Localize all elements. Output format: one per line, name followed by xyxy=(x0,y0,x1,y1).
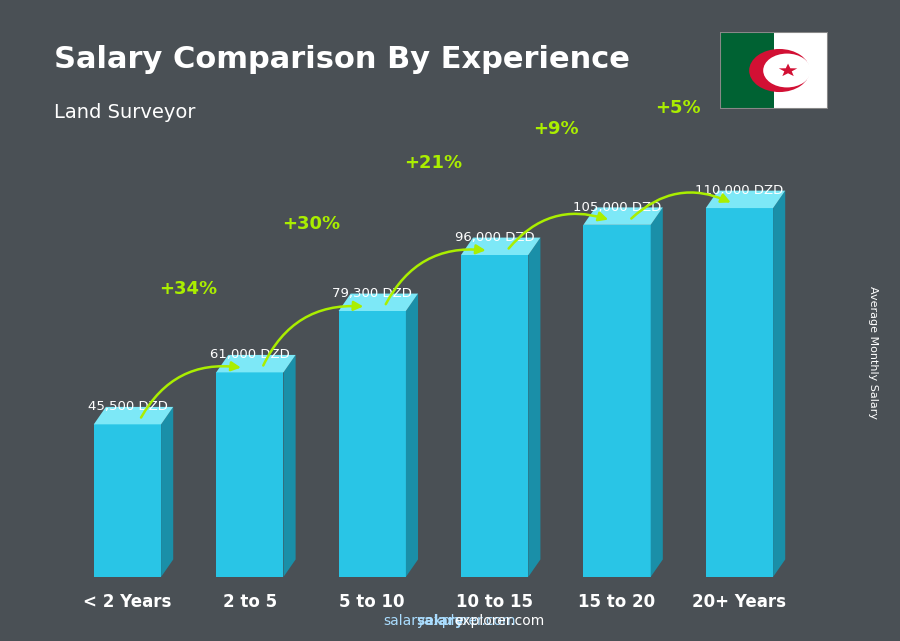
Text: +5%: +5% xyxy=(655,99,701,117)
Polygon shape xyxy=(706,190,785,208)
Text: +30%: +30% xyxy=(282,215,340,233)
Text: +21%: +21% xyxy=(404,154,463,172)
Polygon shape xyxy=(461,255,528,577)
Text: Salary Comparison By Experience: Salary Comparison By Experience xyxy=(54,45,630,74)
Polygon shape xyxy=(651,208,662,577)
Text: Average Monthly Salary: Average Monthly Salary xyxy=(868,286,878,419)
Polygon shape xyxy=(583,225,651,577)
Polygon shape xyxy=(461,238,540,255)
Text: Land Surveyor: Land Surveyor xyxy=(54,103,195,122)
Text: explorer.com: explorer.com xyxy=(454,614,544,628)
Text: salaryexplorer.com: salaryexplorer.com xyxy=(383,614,517,628)
Text: +9%: +9% xyxy=(533,120,579,138)
Text: 45,500 DZD: 45,500 DZD xyxy=(87,401,167,413)
Circle shape xyxy=(763,54,811,87)
Text: +34%: +34% xyxy=(159,280,218,298)
Text: 110,000 DZD: 110,000 DZD xyxy=(696,184,784,197)
Text: 61,000 DZD: 61,000 DZD xyxy=(210,349,290,362)
Text: salary: salary xyxy=(416,614,464,628)
Polygon shape xyxy=(706,208,773,577)
Polygon shape xyxy=(528,238,540,577)
Circle shape xyxy=(749,49,810,92)
Polygon shape xyxy=(216,355,295,372)
Polygon shape xyxy=(583,208,662,225)
Text: 105,000 DZD: 105,000 DZD xyxy=(573,201,661,214)
Polygon shape xyxy=(94,424,161,577)
Polygon shape xyxy=(161,407,173,577)
Polygon shape xyxy=(338,311,406,577)
Bar xyxy=(774,32,828,109)
Polygon shape xyxy=(778,63,797,76)
Text: 96,000 DZD: 96,000 DZD xyxy=(454,231,535,244)
Polygon shape xyxy=(216,372,284,577)
Bar xyxy=(720,32,774,109)
Polygon shape xyxy=(284,355,295,577)
Polygon shape xyxy=(338,294,418,311)
Polygon shape xyxy=(773,190,785,577)
Text: 79,300 DZD: 79,300 DZD xyxy=(332,287,412,300)
Polygon shape xyxy=(406,294,418,577)
Polygon shape xyxy=(94,407,173,424)
